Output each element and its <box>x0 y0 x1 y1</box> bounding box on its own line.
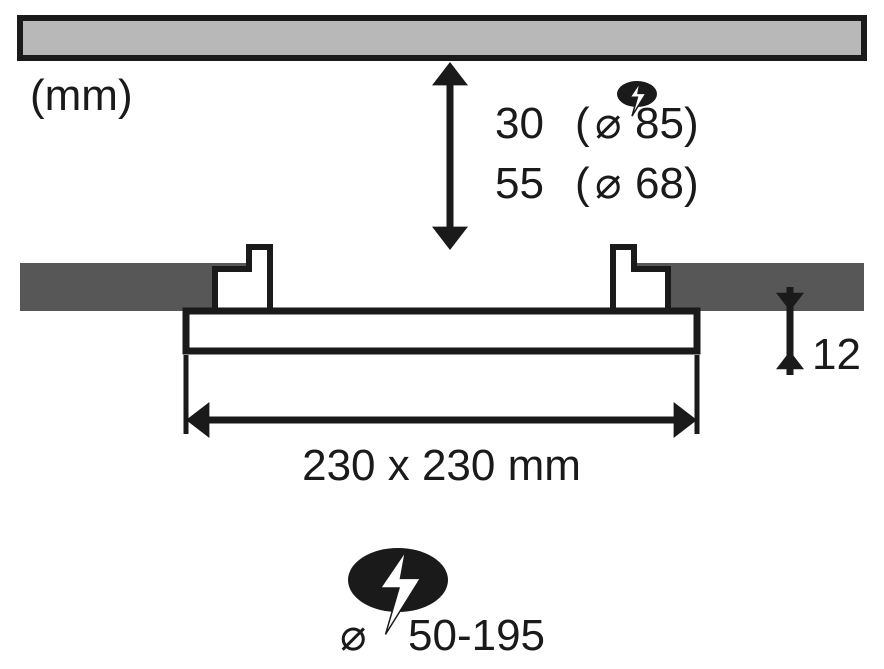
ceiling-bar <box>20 18 864 58</box>
depth-value: 30 <box>495 99 544 148</box>
diameter-value: 68) <box>635 159 699 208</box>
arrow-head <box>776 351 804 369</box>
cutout-range: 50-195 <box>408 611 545 660</box>
arrow-head <box>674 402 697 438</box>
paren: ( <box>575 159 590 208</box>
unit-label: (mm) <box>30 71 133 120</box>
arrow-head <box>432 62 468 85</box>
diameter-symbol: ⌀ <box>595 159 622 208</box>
width-value: 230 x 230 mm <box>302 441 581 490</box>
paren: ( <box>575 99 590 148</box>
depth-value: 55 <box>495 159 544 208</box>
arrow-head <box>186 402 209 438</box>
diameter-symbol: ⌀ <box>340 611 367 660</box>
thickness-value: 12 <box>812 330 861 379</box>
arrow-head <box>432 227 468 250</box>
panel-face <box>186 311 697 351</box>
diameter-symbol: ⌀ <box>595 99 622 148</box>
diameter-value: 85) <box>635 99 699 148</box>
